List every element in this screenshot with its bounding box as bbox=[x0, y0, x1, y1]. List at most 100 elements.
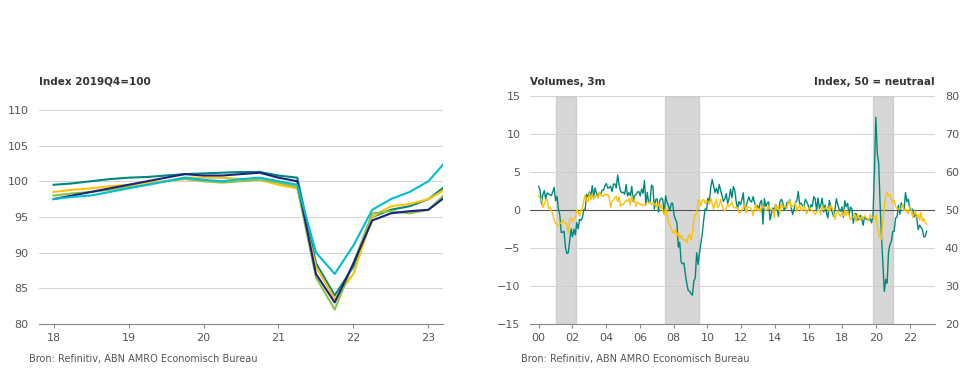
FR bbox=[422, 208, 434, 212]
DE bbox=[273, 183, 284, 187]
Wereldhandel (l-as) bbox=[804, 208, 816, 213]
DE bbox=[179, 176, 191, 180]
FR bbox=[122, 185, 134, 189]
DE bbox=[217, 176, 228, 180]
DE bbox=[442, 186, 453, 191]
DE bbox=[291, 186, 303, 191]
NL bbox=[85, 193, 96, 198]
DE bbox=[198, 176, 209, 180]
Text: Groei vertraagt na snel herstel uit de pandemie: Groei vertraagt na snel herstel uit de p… bbox=[28, 49, 403, 63]
IT bbox=[85, 190, 96, 194]
Wereld export PMI (rhs) bbox=[681, 241, 692, 245]
IT bbox=[310, 272, 322, 276]
NL bbox=[104, 190, 116, 194]
EZ bbox=[217, 170, 228, 175]
IT bbox=[217, 173, 228, 178]
EZ bbox=[422, 197, 434, 201]
FR bbox=[254, 178, 265, 182]
Wereldhandel (l-as) bbox=[765, 211, 777, 215]
Wereldhandel (l-as) bbox=[736, 198, 748, 202]
IT bbox=[273, 176, 284, 180]
Bar bbox=[665, 96, 699, 324]
Text: Lagere vraag uit EZ en VS vertraagt de wereldhandel: Lagere vraag uit EZ en VS vertraagt de w… bbox=[521, 49, 939, 63]
Line: DE: DE bbox=[54, 178, 447, 299]
DE bbox=[329, 297, 340, 301]
Wereld export PMI (rhs) bbox=[679, 238, 690, 243]
FR bbox=[217, 180, 228, 185]
FR bbox=[179, 177, 191, 181]
IT bbox=[122, 183, 134, 187]
DE bbox=[85, 186, 96, 191]
FR bbox=[160, 179, 172, 184]
IT bbox=[179, 172, 191, 176]
Text: Index, 50 = neutraal: Index, 50 = neutraal bbox=[815, 77, 935, 86]
EZ bbox=[48, 183, 60, 187]
EZ bbox=[179, 172, 191, 176]
NL bbox=[179, 176, 191, 180]
EZ bbox=[235, 170, 247, 174]
FR bbox=[442, 190, 453, 194]
EZ bbox=[442, 183, 453, 187]
Wereldhandel (l-as) bbox=[677, 262, 688, 266]
FR bbox=[67, 191, 78, 195]
EZ bbox=[329, 293, 340, 298]
DE bbox=[404, 202, 415, 206]
DE bbox=[386, 204, 397, 208]
EZ bbox=[348, 265, 360, 269]
Wereldhandel (l-as) bbox=[921, 229, 932, 234]
Legend: EZ, DE, FR, IT, NL: EZ, DE, FR, IT, NL bbox=[131, 364, 351, 368]
NL bbox=[442, 158, 453, 162]
NL bbox=[404, 190, 415, 194]
NL bbox=[235, 177, 247, 181]
FR bbox=[48, 193, 60, 198]
NL bbox=[217, 179, 228, 184]
NL bbox=[329, 272, 340, 276]
NL bbox=[67, 195, 78, 199]
EZ bbox=[160, 173, 172, 178]
Text: Bron: Refinitiv, ABN AMRO Economisch Bureau: Bron: Refinitiv, ABN AMRO Economisch Bur… bbox=[521, 354, 749, 364]
Wereld export PMI (rhs) bbox=[594, 190, 605, 194]
IT bbox=[254, 170, 265, 175]
EZ bbox=[366, 215, 378, 219]
Wereld export PMI (rhs) bbox=[734, 210, 745, 215]
FR bbox=[198, 179, 209, 184]
IT bbox=[348, 261, 360, 265]
IT bbox=[366, 218, 378, 223]
FR bbox=[366, 211, 378, 216]
IT bbox=[198, 173, 209, 178]
Text: Index 2019Q4=100: Index 2019Q4=100 bbox=[39, 77, 150, 86]
DE bbox=[348, 272, 360, 276]
NL bbox=[422, 179, 434, 184]
DE bbox=[122, 183, 134, 187]
NL bbox=[348, 243, 360, 248]
NL bbox=[254, 176, 265, 180]
FR bbox=[386, 209, 397, 213]
DE bbox=[254, 178, 265, 182]
FR bbox=[329, 307, 340, 312]
Line: FR: FR bbox=[54, 179, 447, 309]
EZ bbox=[254, 170, 265, 174]
DE bbox=[310, 265, 322, 269]
Wereldhandel (l-as) bbox=[732, 207, 743, 211]
Wereld export PMI (rhs) bbox=[921, 222, 932, 227]
DE bbox=[104, 184, 116, 188]
EZ bbox=[198, 171, 209, 176]
Line: EZ: EZ bbox=[54, 172, 447, 296]
Wereldhandel (l-as) bbox=[533, 184, 545, 189]
DE bbox=[235, 177, 247, 181]
NL bbox=[291, 183, 303, 187]
IT bbox=[329, 300, 340, 305]
EZ bbox=[142, 175, 153, 179]
EZ bbox=[386, 208, 397, 212]
IT bbox=[422, 208, 434, 212]
EZ bbox=[404, 204, 415, 208]
Wereld export PMI (rhs) bbox=[767, 207, 779, 212]
Wereldhandel (l-as) bbox=[583, 190, 595, 194]
Legend: Recessie, Wereldhandel (l-as), Wereld export PMI (rhs): Recessie, Wereldhandel (l-as), Wereld ex… bbox=[536, 364, 836, 368]
Bar bbox=[872, 96, 893, 324]
Line: Wereldhandel (l-as): Wereldhandel (l-as) bbox=[539, 117, 926, 295]
FR bbox=[310, 275, 322, 280]
Line: Wereld export PMI (rhs): Wereld export PMI (rhs) bbox=[539, 192, 926, 243]
Wereldhandel (l-as) bbox=[686, 293, 698, 297]
DE bbox=[48, 190, 60, 194]
